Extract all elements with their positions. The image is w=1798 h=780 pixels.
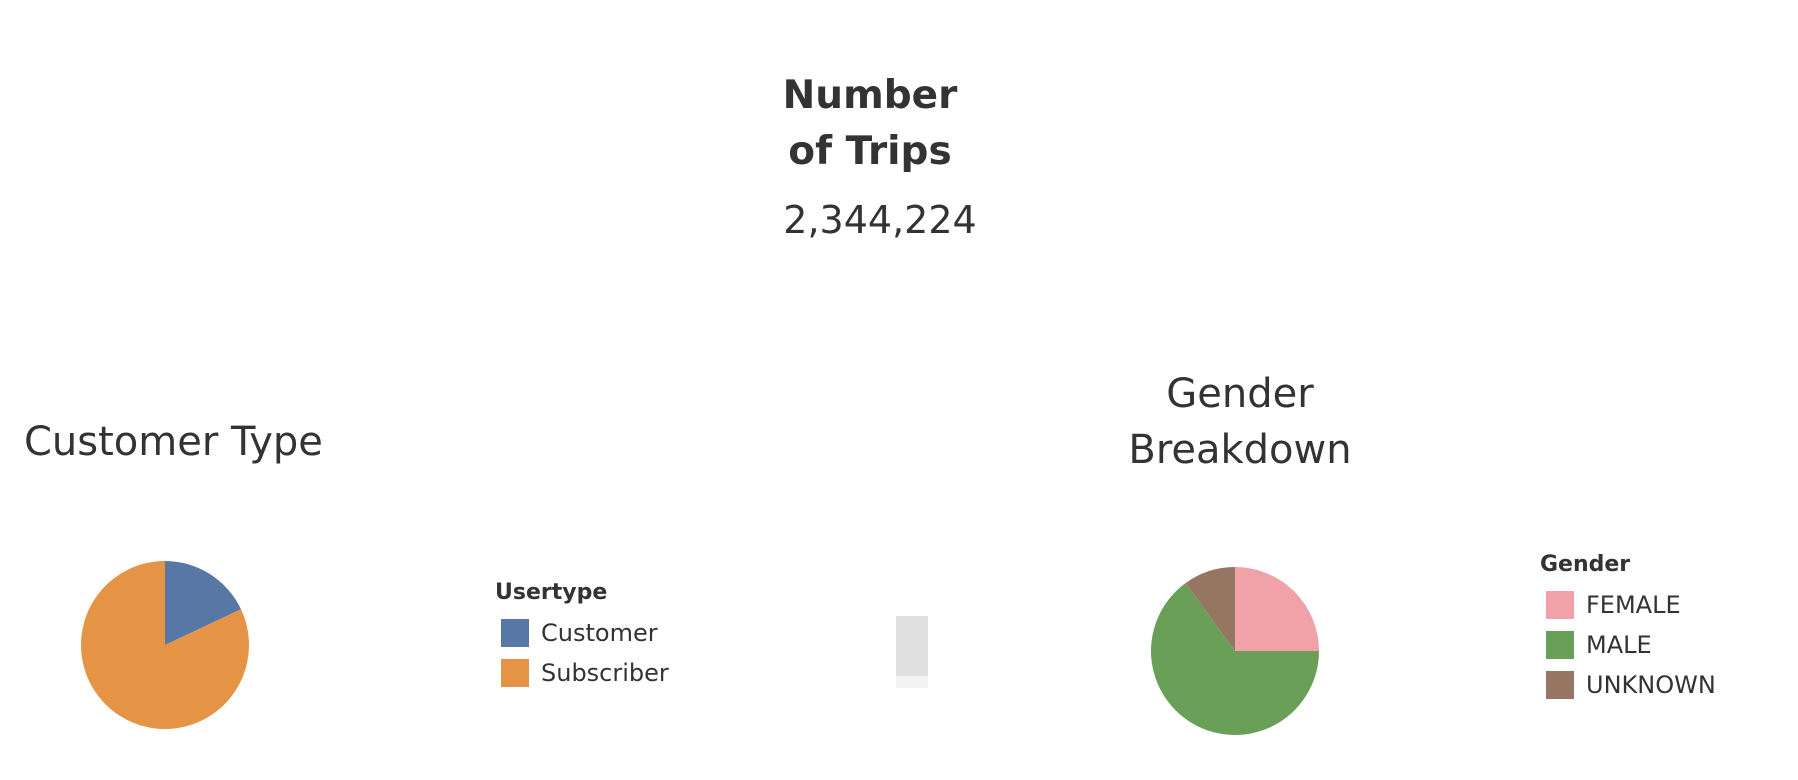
legend-label-customer: Customer — [541, 619, 658, 647]
gender-pie-chart — [1151, 567, 1319, 735]
kpi-title-line1: Number — [782, 73, 958, 118]
kpi-value: 2,344,224 — [783, 198, 977, 242]
legend-item-unknown[interactable]: UNKNOWN — [1540, 665, 1716, 705]
legend-item-subscriber[interactable]: Subscriber — [495, 653, 669, 693]
legend-swatch-subscriber — [501, 659, 529, 687]
legend-label-unknown: UNKNOWN — [1586, 671, 1716, 699]
kpi-title: Number of Trips — [670, 68, 1070, 180]
legend-label-male: MALE — [1586, 631, 1652, 659]
legend-swatch-customer — [501, 619, 529, 647]
placeholder-bar — [896, 616, 928, 676]
legend-item-female[interactable]: FEMALE — [1540, 585, 1716, 625]
customer-type-slice-subscriber[interactable] — [81, 561, 250, 729]
customer-type-pie-chart — [81, 561, 250, 729]
customer-type-slice-customer[interactable] — [165, 561, 242, 645]
usertype-legend-title: Usertype — [495, 580, 608, 605]
gender-breakdown-title: Gender Breakdown — [1080, 366, 1400, 478]
gender-slice-male[interactable] — [1151, 583, 1319, 735]
legend-swatch-male — [1546, 631, 1574, 659]
gender-breakdown-title-line2: Breakdown — [1128, 427, 1352, 473]
legend-item-male[interactable]: MALE — [1540, 625, 1716, 665]
customer-type-title: Customer Type — [24, 419, 323, 465]
gender-slice-female[interactable] — [1235, 567, 1319, 651]
gender-legend-title: Gender — [1540, 552, 1631, 577]
legend-swatch-unknown — [1546, 671, 1574, 699]
legend-label-female: FEMALE — [1586, 591, 1681, 619]
gender-slice-unknown[interactable] — [1185, 567, 1235, 651]
kpi-title-line2: of Trips — [788, 129, 952, 174]
gender-legend: Gender FEMALE MALE UNKNOWN — [1540, 552, 1716, 705]
legend-label-subscriber: Subscriber — [541, 659, 669, 687]
legend-swatch-female — [1546, 591, 1574, 619]
legend-item-customer[interactable]: Customer — [495, 613, 669, 653]
usertype-legend: Usertype Customer Subscriber — [495, 580, 669, 693]
gender-breakdown-title-line1: Gender — [1166, 371, 1314, 417]
placeholder-bar-base — [896, 676, 928, 688]
